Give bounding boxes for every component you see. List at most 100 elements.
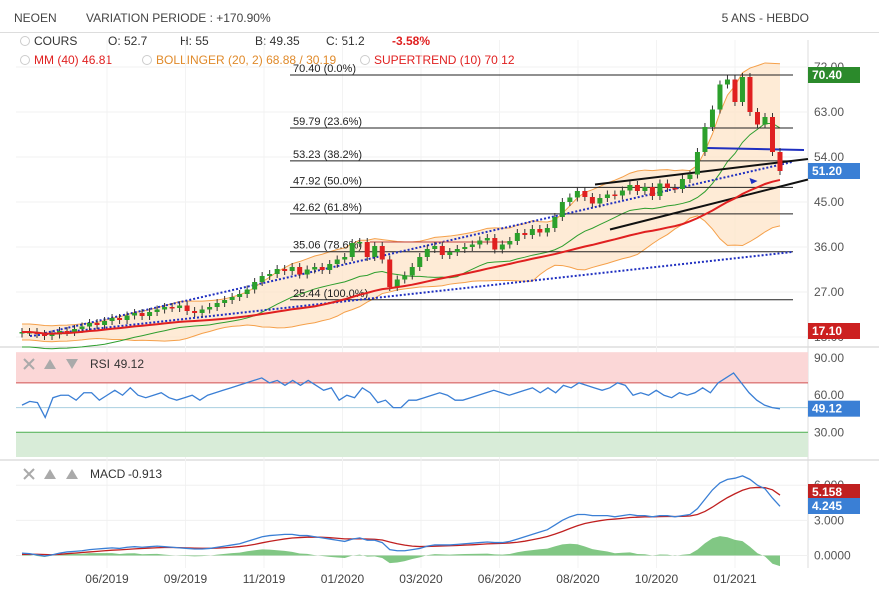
gear-icon[interactable]	[360, 55, 370, 65]
move-up-icon[interactable]	[44, 359, 56, 369]
gear-icon[interactable]	[20, 55, 30, 65]
move-up-icon[interactable]	[44, 469, 56, 479]
mm-value: 46.81	[82, 53, 113, 67]
candle	[724, 79, 730, 85]
date-axis-label: 08/2020	[556, 572, 600, 586]
candle	[387, 259, 393, 287]
legend-mm[interactable]: MM (40) 46.81	[20, 53, 112, 67]
candle	[147, 312, 153, 316]
candle	[687, 174, 693, 179]
candle	[94, 323, 100, 325]
candle	[657, 183, 663, 196]
candle	[162, 307, 168, 310]
macd-axis-label: 3.000	[814, 513, 844, 527]
price-axis-label: 63.00	[814, 105, 844, 119]
candle	[507, 241, 513, 245]
rsi-oversold-zone	[16, 432, 808, 457]
legend-supertrend[interactable]: SUPERTREND (10) 70.12	[360, 53, 515, 67]
candle	[544, 228, 550, 233]
candle	[574, 191, 580, 198]
rsi-axis-label: 30.00	[814, 425, 844, 439]
price-axis-label: 27.00	[814, 285, 844, 299]
candle	[274, 269, 280, 274]
candle	[777, 152, 783, 171]
candle	[177, 305, 183, 308]
candle	[72, 329, 78, 332]
candle	[304, 269, 310, 275]
candle	[477, 240, 483, 245]
cours-label: COURS	[34, 34, 78, 48]
candle	[627, 185, 633, 191]
candle	[379, 246, 385, 260]
horizontal-level-line	[706, 147, 805, 151]
candle	[117, 318, 123, 320]
candle	[664, 183, 670, 188]
candle	[447, 252, 453, 255]
candle	[559, 202, 565, 217]
candle	[282, 269, 288, 271]
rsi-axis-label: 90.00	[814, 351, 844, 365]
candle	[109, 318, 115, 321]
candle	[642, 187, 648, 191]
header-bar: NEOEN VARIATION PERIODE : +170.90% 5 ANS…	[0, 0, 879, 33]
candle	[762, 117, 768, 125]
close-icon[interactable]	[23, 468, 35, 480]
gear-icon[interactable]	[142, 55, 152, 65]
gear-icon[interactable]	[20, 36, 30, 46]
mm-label: MM (40)	[34, 53, 79, 67]
move-up-icon[interactable]	[66, 469, 78, 479]
candle	[754, 112, 760, 125]
candle	[192, 311, 198, 313]
supertrend-label: SUPERTREND (10)	[374, 53, 482, 67]
legend-cours[interactable]: COURS	[20, 34, 77, 48]
candle	[732, 79, 738, 102]
legend-bollinger[interactable]: BOLLINGER (20, 2) 68.88 / 30.19	[142, 53, 336, 67]
supertrend-badge-bg	[808, 67, 860, 83]
open-value: O: 52.7	[108, 34, 148, 48]
fibonacci-label: 42.62 (61.8%)	[293, 202, 362, 214]
rsi-last-badge-bg	[808, 400, 860, 417]
macd-value: -0.913	[128, 467, 162, 481]
supertrend-badge: 70.40	[812, 68, 842, 82]
rsi-line	[21, 372, 781, 420]
date-axis-label: 01/2021	[713, 572, 757, 586]
move-down-icon[interactable]	[66, 359, 78, 369]
period-variation: VARIATION PERIODE : +170.90%	[86, 11, 271, 25]
candle	[409, 267, 415, 276]
channel-lower-line	[609, 178, 809, 231]
candle	[612, 194, 618, 196]
rsi-last-badge: 49.12	[812, 402, 842, 416]
candle	[717, 84, 723, 110]
macd-last-badge-bg	[808, 498, 860, 514]
candle	[709, 109, 715, 127]
candle	[694, 152, 700, 175]
candle	[312, 267, 318, 270]
rsi-axis-label: 60.00	[814, 388, 844, 402]
candle	[319, 267, 325, 270]
arrow-icon	[749, 178, 758, 184]
date-axis-label: 06/2019	[85, 572, 129, 586]
low-price-badge-bg	[808, 323, 860, 339]
macd-signal-badge-bg	[808, 484, 860, 500]
fibonacci-label: 47.92 (50.0%)	[293, 175, 362, 187]
macd-line	[21, 475, 781, 557]
candle	[394, 279, 400, 287]
candle	[604, 194, 610, 198]
candle	[582, 191, 588, 197]
low-value: B: 49.35	[255, 34, 300, 48]
date-axis-label: 03/2020	[399, 572, 443, 586]
fibonacci-label: 53.23 (38.2%)	[293, 149, 362, 161]
candle	[484, 238, 490, 241]
period-selector[interactable]: 5 ANS - HEBDO	[721, 11, 809, 25]
candle	[244, 289, 250, 294]
close-icon[interactable]	[23, 358, 35, 370]
candle	[357, 242, 363, 244]
channel-upper-line	[594, 158, 809, 186]
candle	[672, 188, 678, 190]
macd-signal-badge: 5.158	[812, 485, 842, 499]
candle	[222, 300, 228, 303]
candle	[769, 117, 775, 152]
candle	[252, 282, 258, 290]
candle	[552, 217, 558, 228]
